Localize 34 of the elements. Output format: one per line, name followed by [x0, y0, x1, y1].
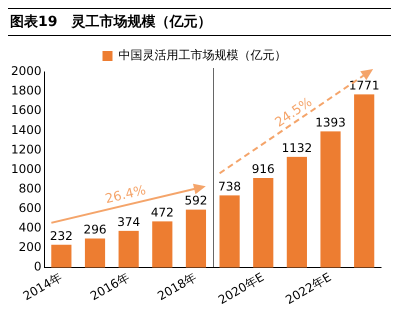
legend-label: 中国灵活用工市场规模（亿元） — [118, 48, 286, 62]
bar — [286, 156, 307, 268]
data-label: 592 — [184, 194, 208, 208]
data-label: 472 — [150, 205, 174, 220]
data-label: 1771 — [348, 78, 380, 93]
y-tick-label: 400 — [18, 220, 42, 234]
data-label: 1393 — [315, 115, 346, 130]
bar — [84, 238, 106, 268]
data-label: 738 — [218, 179, 242, 194]
bar — [354, 94, 374, 268]
annotation: 26.4% — [104, 183, 148, 208]
y-tick-label: 600 — [18, 200, 42, 215]
bar — [152, 221, 172, 268]
bar — [253, 178, 274, 268]
data-label: 374 — [117, 215, 140, 230]
y-tick-label: 1400 — [10, 122, 42, 137]
chart-title: 图表19 灵工市场规模（亿元） — [8, 8, 391, 36]
bar — [51, 244, 72, 268]
data-label: 916 — [252, 162, 275, 176]
bar — [220, 195, 240, 268]
y-tick-label: 1200 — [10, 142, 42, 156]
bar — [320, 131, 341, 268]
y-tick-label: 1800 — [10, 84, 42, 98]
y-tick-label: 0 — [34, 260, 42, 274]
data-label: 1132 — [282, 140, 312, 155]
data-label: 296 — [84, 222, 106, 237]
y-tick-label: 800 — [18, 181, 42, 196]
data-label: 232 — [50, 228, 73, 243]
bar — [186, 210, 206, 268]
y-tick-label: 200 — [18, 240, 42, 254]
y-tick-label: 1600 — [10, 103, 42, 118]
y-tick-label: 2000 — [10, 64, 42, 78]
bar — [118, 230, 139, 268]
y-tick-label: 1000 — [10, 162, 42, 176]
